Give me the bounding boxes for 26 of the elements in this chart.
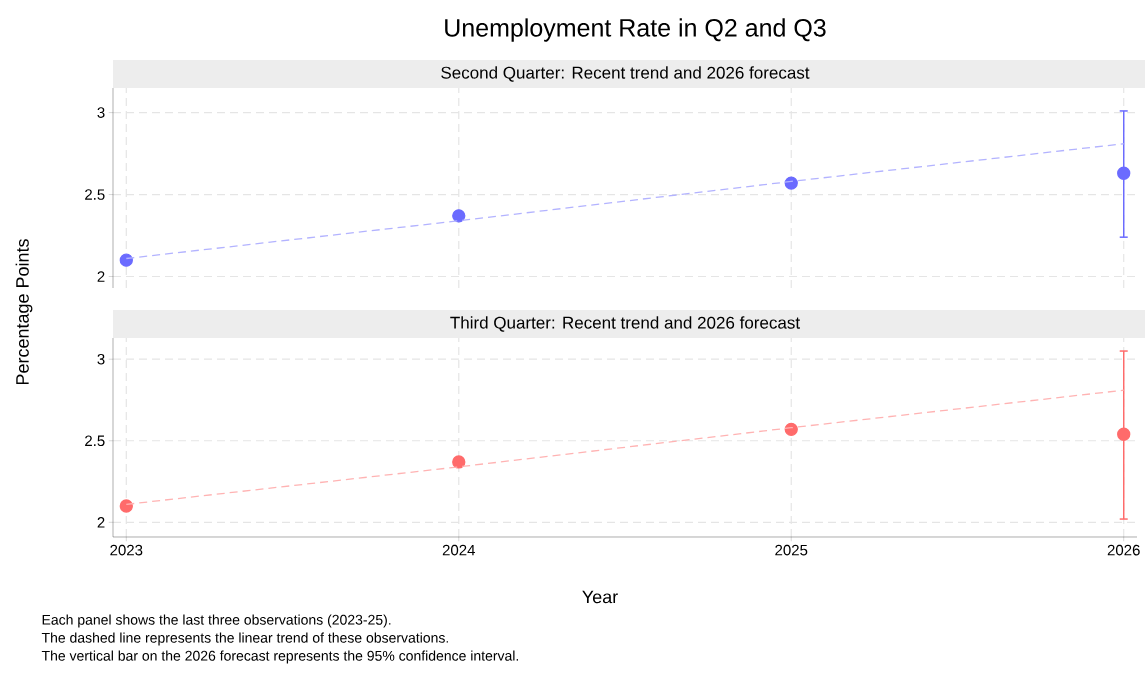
point — [452, 455, 466, 469]
y-tick-label: 2.5 — [85, 189, 105, 200]
y-axis-title: Percentage Points — [15, 239, 33, 385]
chart-subtitle: Second Quarter: Recent trend and 2026 forecast — [441, 66, 810, 82]
point — [119, 499, 133, 513]
x-tick-label: 2023 — [110, 544, 143, 556]
text: The dashed line represents the linear trend of these observations. — [41, 632, 448, 646]
x-axis-title: Year — [582, 590, 618, 604]
x-tick-label: 2026 — [1107, 544, 1140, 556]
chart-title: Unemployment Rate in Q2 and Q3 — [445, 18, 826, 42]
y-tick-label: 2.5 — [85, 435, 105, 447]
chart-subtitle: Third Quarter: Recent trend and 2026 forecast — [450, 316, 800, 332]
y-tick-label: 3 — [97, 353, 105, 365]
point — [1117, 166, 1131, 180]
text: The vertical bar on the 2026 forecast represents the 95% confidence interval. — [41, 650, 519, 664]
point — [1117, 427, 1131, 441]
y-tick-label: 3 — [97, 107, 105, 118]
point — [784, 422, 798, 436]
point — [784, 176, 798, 190]
x-tick-label: 2024 — [442, 544, 476, 556]
y-tick-label: 2 — [97, 271, 105, 282]
point — [452, 209, 466, 223]
text: Each panel shows the last three observations (2023-25). — [42, 614, 391, 628]
x-tick-label: 2025 — [775, 544, 808, 556]
y-tick-label: 2 — [97, 517, 105, 528]
point — [119, 253, 133, 267]
